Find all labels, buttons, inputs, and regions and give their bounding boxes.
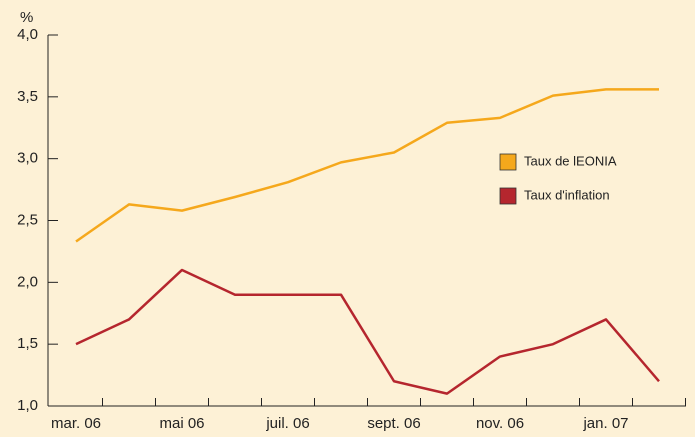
x-tick-label: juil. 06	[265, 415, 309, 432]
line	[75, 268, 660, 395]
legend-label: Taux d'inflation	[524, 187, 610, 202]
x-tick-label: mar. 06	[51, 415, 101, 432]
line	[75, 88, 659, 243]
x-tick-label: mai 06	[159, 415, 204, 432]
x-tick-label: jan. 07	[582, 415, 628, 432]
y-tick-label: 4,0	[17, 26, 38, 43]
legend-swatch	[499, 187, 517, 205]
y-tick-label: 3,5	[17, 88, 38, 105]
legend-swatch	[499, 153, 517, 171]
y-tick-label: 1,0	[17, 397, 38, 414]
y-tick-label: 3,0	[17, 150, 38, 167]
y-tick-label: 1,5	[17, 335, 38, 352]
x-tick-label: nov. 06	[476, 415, 524, 432]
x-tick-label: sept. 06	[367, 415, 420, 432]
y-tick-label: 2,5	[17, 211, 38, 228]
y-unit: %	[20, 9, 33, 26]
legend-label: Taux de lEONIA	[524, 153, 617, 168]
y-tick-label: 2,0	[17, 273, 38, 290]
